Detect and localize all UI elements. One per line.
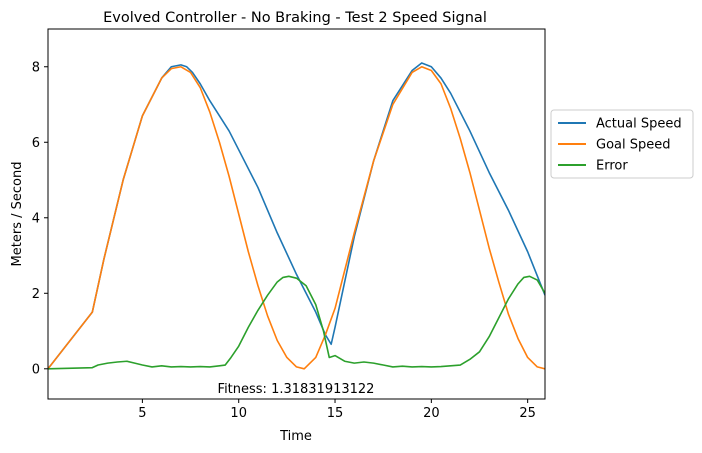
chart-title: Evolved Controller - No Braking - Test 2… xyxy=(103,10,487,26)
x-axis-label: Time xyxy=(279,429,312,444)
series-line-goal-speed xyxy=(48,65,545,370)
x-tick-label: 25 xyxy=(519,406,536,421)
series-line-error xyxy=(48,275,545,370)
legend: Actual Speed Goal Speed Error xyxy=(550,109,694,179)
y-tick-label: 6 xyxy=(32,136,40,151)
y-axis-label: Meters / Second xyxy=(10,162,25,267)
legend-label: Goal Speed xyxy=(596,138,671,153)
series-lines xyxy=(48,62,545,370)
x-tick-label: 15 xyxy=(327,406,344,421)
y-tick-label: 0 xyxy=(32,362,40,377)
x-tick-label: 20 xyxy=(423,406,440,421)
fitness-annotation: Fitness: 1.31831913122 xyxy=(218,382,375,397)
y-tick-label: 2 xyxy=(32,287,40,302)
y-axis-ticks: 0 2 4 6 8 xyxy=(32,60,48,377)
y-tick-label: 8 xyxy=(32,60,40,75)
x-tick-label: 5 xyxy=(138,406,146,421)
legend-label: Error xyxy=(596,159,628,174)
legend-label: Actual Speed xyxy=(596,117,682,132)
x-tick-label: 10 xyxy=(230,406,247,421)
y-tick-label: 4 xyxy=(32,211,40,226)
plot-area xyxy=(47,28,546,400)
x-axis-ticks: 5 10 15 20 25 xyxy=(138,399,536,421)
legend-frame xyxy=(550,109,694,179)
plot-frame xyxy=(47,28,546,400)
series-line-actual-speed xyxy=(48,62,545,370)
